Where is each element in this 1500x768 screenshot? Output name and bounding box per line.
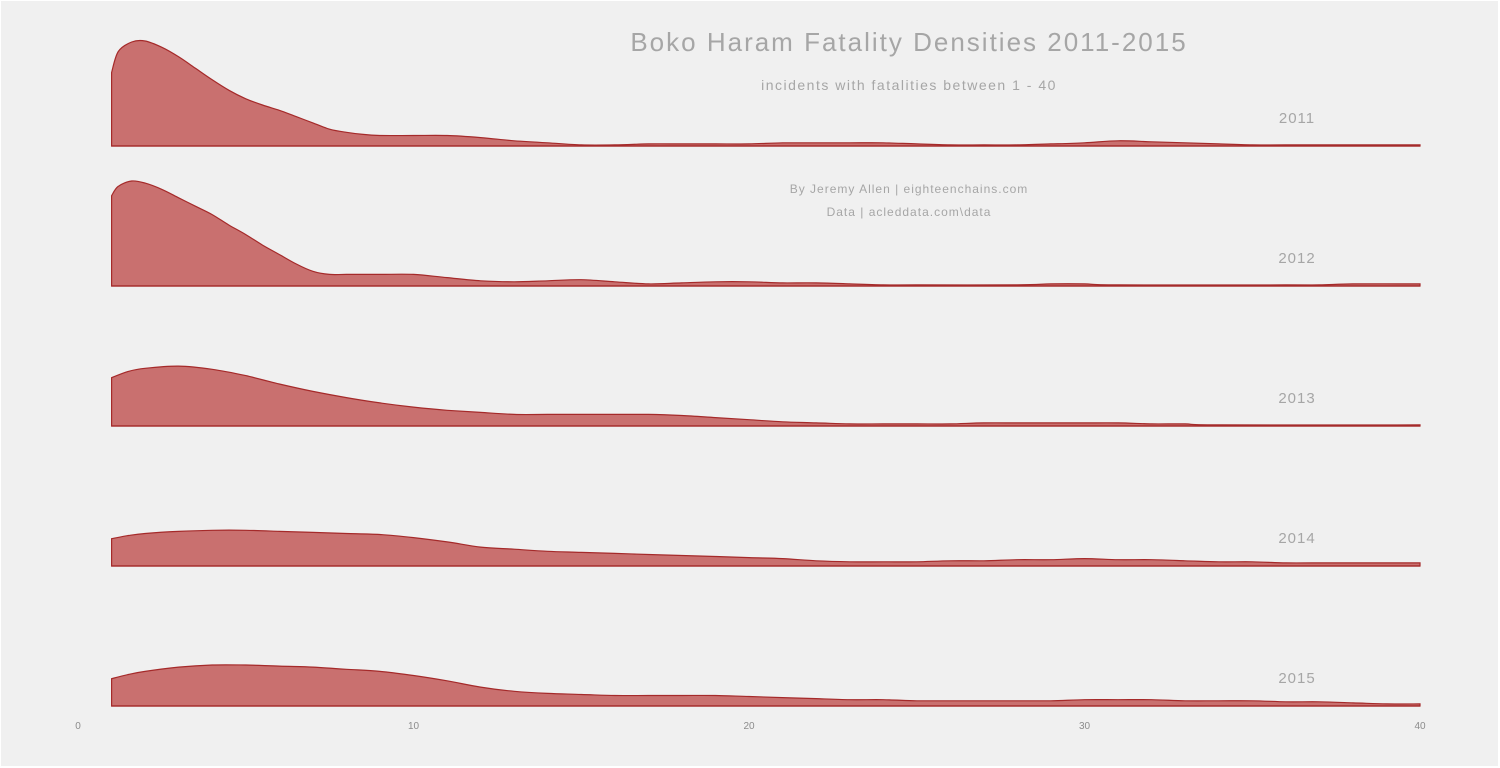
x-tick-label: 0 xyxy=(75,721,81,732)
density-ridge-2013 xyxy=(111,365,1421,427)
x-tick-label: 40 xyxy=(1414,721,1426,732)
credit-author: By Jeremy Allen | eighteenchains.com xyxy=(790,182,1029,196)
x-tick-label: 30 xyxy=(1079,721,1091,732)
x-ticks-group: 0 10 20 30 40 xyxy=(75,721,1426,732)
x-tick-label: 10 xyxy=(408,721,420,732)
density-ridge-2015 xyxy=(111,664,1421,707)
year-label-2011: 2011 xyxy=(1279,110,1315,127)
density-ridge-2014 xyxy=(111,529,1421,567)
density-ridge-2011 xyxy=(111,39,1421,147)
year-labels-group: 2011 2012 2013 2014 2015 xyxy=(1278,110,1315,687)
credit-source: Data | acleddata.com\data xyxy=(827,205,992,219)
year-label-2013: 2013 xyxy=(1278,390,1315,407)
year-label-2012: 2012 xyxy=(1278,250,1315,267)
x-tick-label: 20 xyxy=(743,721,755,732)
year-label-2014: 2014 xyxy=(1278,530,1315,547)
chart-title: Boko Haram Fatality Densities 2011-2015 xyxy=(630,27,1187,57)
chart-subtitle: incidents with fatalities between 1 - 40 xyxy=(761,77,1057,93)
ridges-group xyxy=(111,39,1421,707)
density-ridge-2012 xyxy=(111,180,1421,287)
year-label-2015: 2015 xyxy=(1278,670,1315,687)
